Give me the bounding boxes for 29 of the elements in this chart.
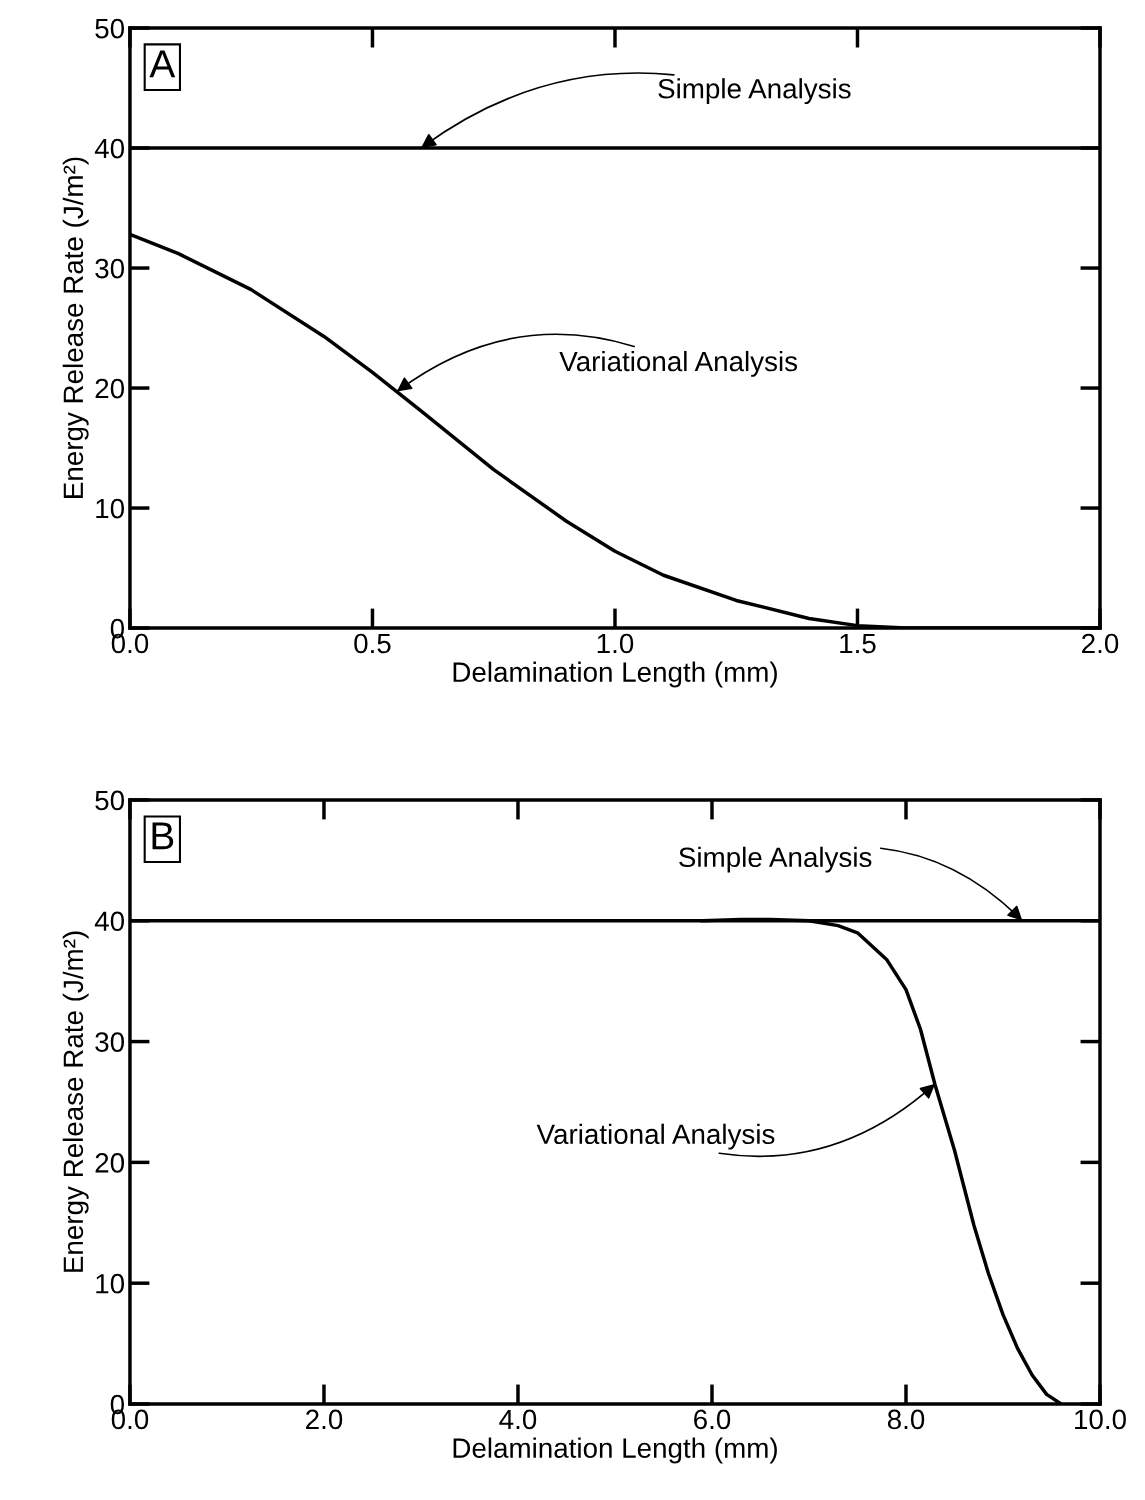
y-tick-label: 40 [94,138,125,159]
y-tick-label: 30 [95,1032,125,1052]
x-tick-label: 1.5 [840,633,876,654]
y-axis-title: Energy Release Rate (J/m²) [62,931,89,1272]
y-tick-label: 20 [95,378,125,399]
annotation: B [152,822,174,850]
y-axis-title: Energy Release Rate (J/m²) [62,157,89,498]
x-tick-label: 1.0 [597,633,634,654]
x-tick-label: 2.0 [306,1409,343,1430]
x-tick-label: 10.0 [1075,1409,1126,1430]
y-tick-label: 50 [95,18,125,39]
x-tick-label: 8.0 [887,1409,925,1430]
y-tick-label: 10 [96,498,125,519]
annotation: Variational Analysis [536,1123,775,1150]
x-tick-label: 2.0 [1082,633,1119,654]
y-tick-label: 30 [95,258,125,279]
y-tick-label: 40 [94,911,125,932]
x-tick-label: 4.0 [499,1409,537,1430]
annotation: A [149,50,176,78]
annotation: Simple Analysis [679,846,872,873]
x-tick-label: 6.0 [694,1409,731,1430]
x-axis-title: Delamination Length (mm) [453,1437,777,1464]
annotation: Variational Analysis [559,350,798,377]
y-tick-label: 10 [96,1273,125,1294]
y-tick-label: 20 [95,1153,125,1173]
x-axis-title: Delamination Length (mm) [453,661,777,688]
annotation: Simple Analysis [658,78,851,105]
x-tick-label: 0.5 [354,633,391,654]
y-tick-label: 50 [95,790,125,811]
